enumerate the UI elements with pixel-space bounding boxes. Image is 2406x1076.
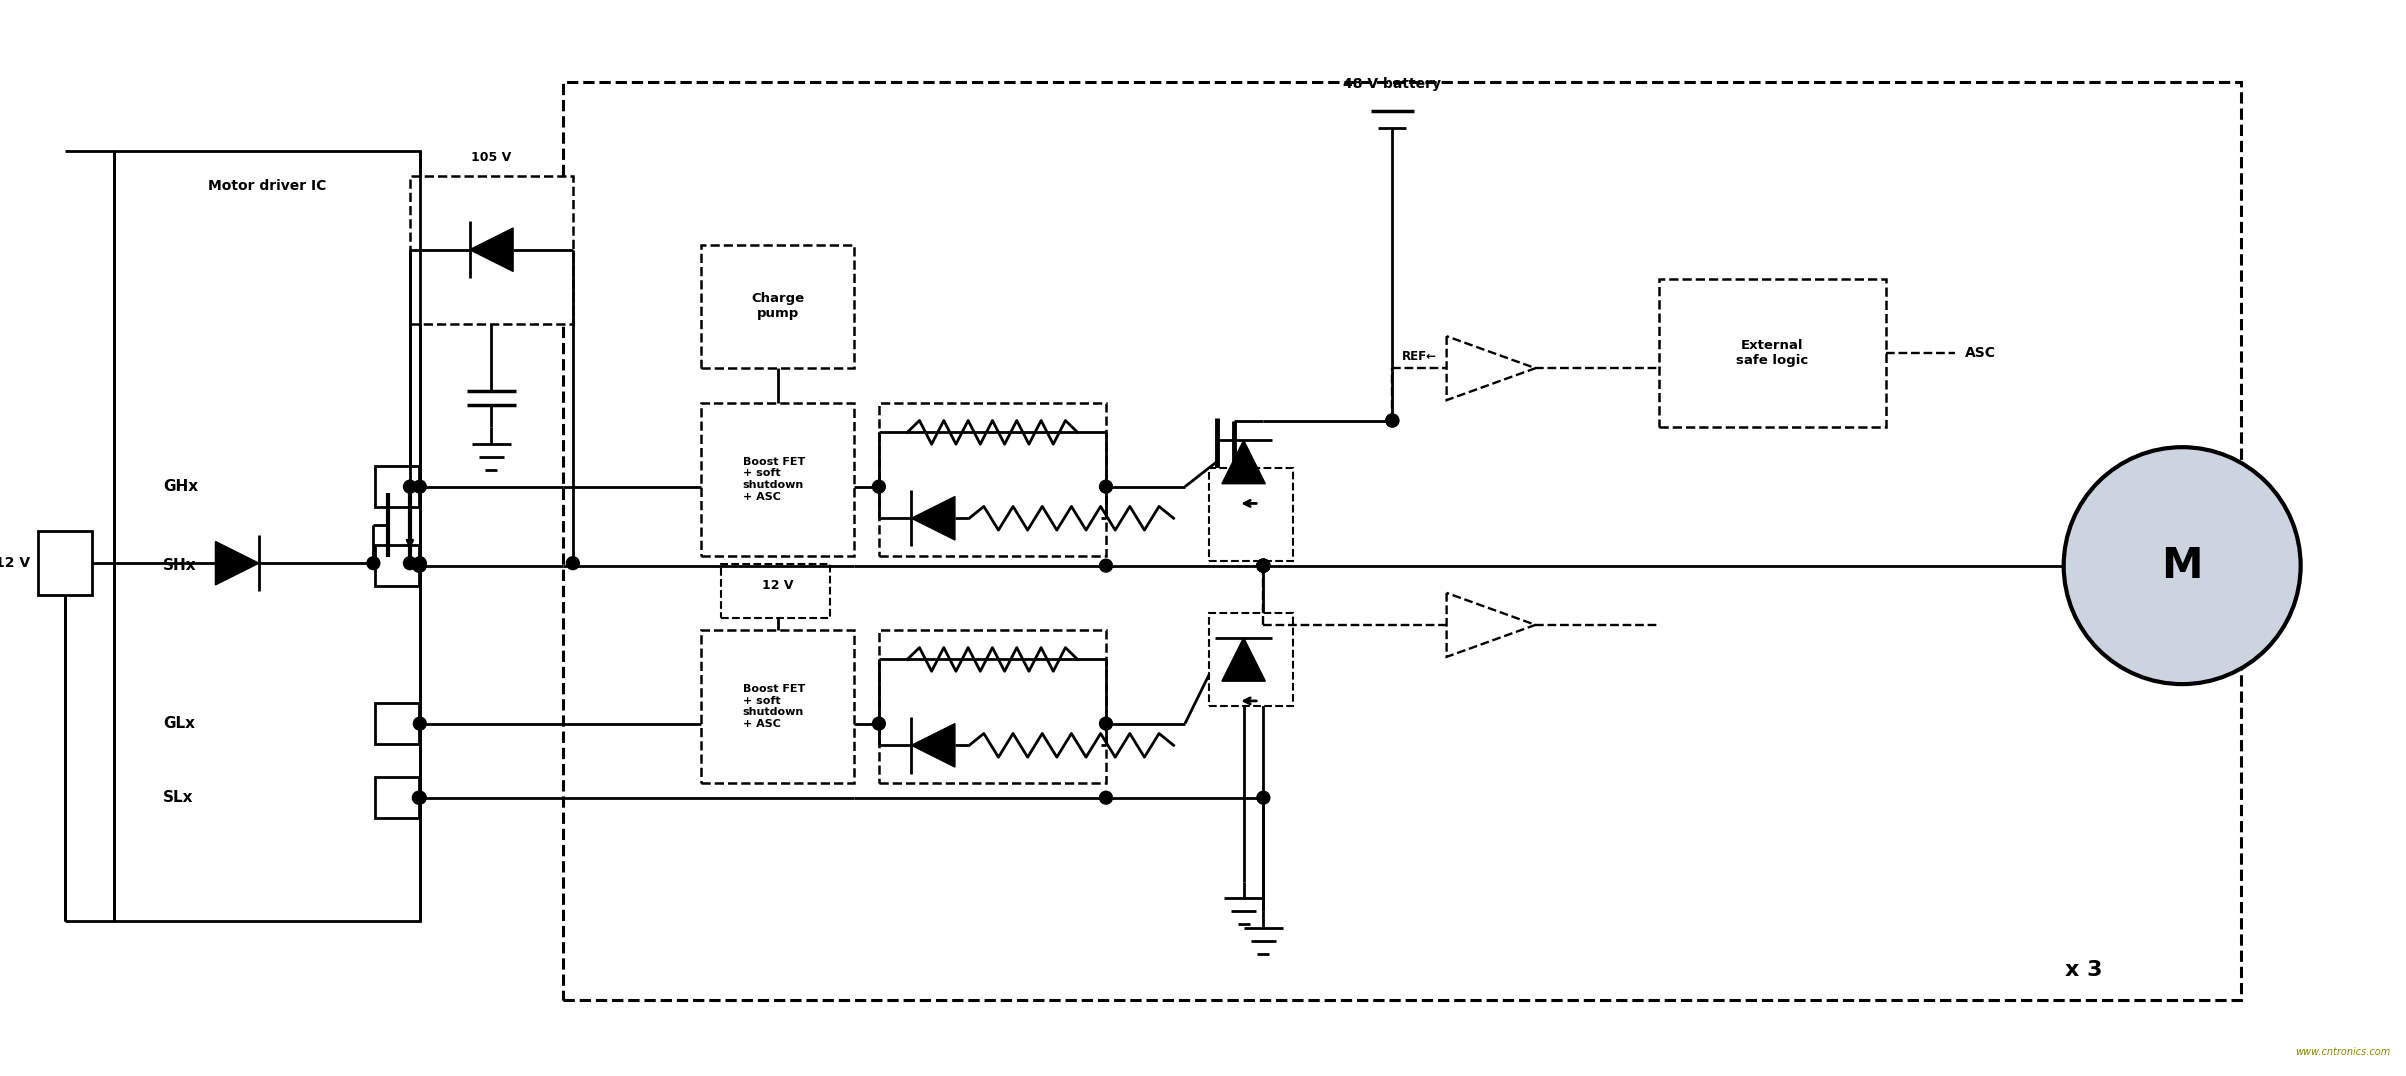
Bar bbox=[38, 532, 91, 595]
Text: x 3: x 3 bbox=[2064, 961, 2103, 980]
Circle shape bbox=[1256, 560, 1270, 572]
Circle shape bbox=[873, 480, 885, 493]
Text: www.cntronics.com: www.cntronics.com bbox=[2295, 1047, 2392, 1058]
Text: REF←: REF← bbox=[1403, 350, 1436, 363]
Text: SLx: SLx bbox=[164, 790, 192, 805]
Circle shape bbox=[414, 791, 426, 804]
Polygon shape bbox=[1222, 440, 1266, 484]
Polygon shape bbox=[1446, 593, 1535, 656]
Polygon shape bbox=[1446, 336, 1535, 400]
Text: Motor driver IC: Motor driver IC bbox=[207, 179, 325, 193]
Text: GHx: GHx bbox=[164, 479, 197, 494]
Circle shape bbox=[1386, 414, 1398, 427]
Bar bbox=[1210, 468, 1292, 561]
Circle shape bbox=[414, 556, 426, 569]
Circle shape bbox=[1256, 791, 1270, 804]
Circle shape bbox=[411, 791, 426, 804]
Text: GLx: GLx bbox=[164, 717, 195, 731]
Bar bbox=[722, 564, 830, 618]
Text: M: M bbox=[2161, 544, 2204, 586]
Circle shape bbox=[1386, 414, 1398, 427]
Bar bbox=[375, 777, 419, 819]
Text: Boost FET
+ soft
shutdown
+ ASC: Boost FET + soft shutdown + ASC bbox=[743, 684, 806, 728]
Bar bbox=[375, 544, 419, 586]
Circle shape bbox=[414, 480, 426, 493]
Bar bbox=[878, 402, 1107, 556]
Text: 48 V battery: 48 V battery bbox=[1343, 76, 1441, 90]
Text: SHx: SHx bbox=[164, 558, 197, 574]
Text: Charge
pump: Charge pump bbox=[751, 293, 804, 321]
Bar bbox=[700, 629, 854, 783]
Circle shape bbox=[404, 556, 416, 569]
Text: External
safe logic: External safe logic bbox=[1737, 339, 1809, 367]
Circle shape bbox=[1256, 560, 1270, 572]
Bar bbox=[1210, 613, 1292, 706]
Bar bbox=[375, 703, 419, 745]
Circle shape bbox=[565, 556, 580, 569]
Text: 12 V: 12 V bbox=[0, 556, 29, 570]
Circle shape bbox=[368, 556, 380, 569]
Circle shape bbox=[1100, 480, 1112, 493]
Circle shape bbox=[411, 560, 426, 572]
Text: ASC: ASC bbox=[1966, 346, 1997, 360]
Polygon shape bbox=[469, 228, 512, 271]
Circle shape bbox=[1256, 560, 1270, 572]
Bar bbox=[375, 466, 419, 508]
Bar bbox=[700, 244, 854, 368]
Circle shape bbox=[1100, 791, 1112, 804]
Bar bbox=[409, 175, 573, 324]
Circle shape bbox=[414, 718, 426, 730]
Circle shape bbox=[2064, 448, 2300, 684]
Circle shape bbox=[1256, 560, 1270, 572]
Circle shape bbox=[414, 560, 426, 572]
Circle shape bbox=[1100, 560, 1112, 572]
Bar bbox=[700, 402, 854, 556]
Bar bbox=[563, 82, 2242, 1000]
Circle shape bbox=[1100, 718, 1112, 730]
Polygon shape bbox=[1222, 638, 1266, 681]
Bar bbox=[878, 629, 1107, 783]
Bar bbox=[1658, 280, 1886, 427]
Polygon shape bbox=[217, 541, 260, 585]
Text: 105 V: 105 V bbox=[472, 152, 512, 165]
Polygon shape bbox=[912, 724, 955, 767]
Text: 12 V: 12 V bbox=[763, 579, 794, 592]
Circle shape bbox=[404, 480, 416, 493]
Circle shape bbox=[873, 718, 885, 730]
Bar bbox=[113, 151, 419, 921]
Polygon shape bbox=[912, 496, 955, 540]
Text: Boost FET
+ soft
shutdown
+ ASC: Boost FET + soft shutdown + ASC bbox=[743, 457, 806, 501]
